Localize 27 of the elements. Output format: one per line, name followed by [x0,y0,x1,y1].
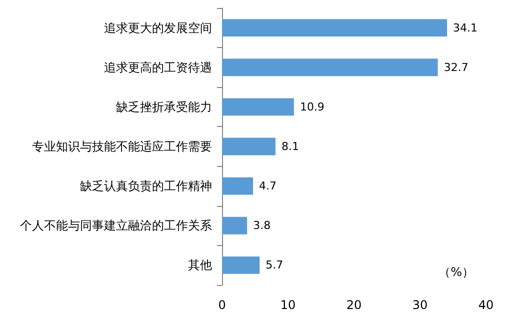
data-label: 10.9 [300,100,324,114]
data-label: 34.1 [453,21,478,34]
data-label: 8.1 [281,140,299,153]
y-tick-label: 追求更大的发展空间 [104,20,212,35]
data-label: 3.8 [253,219,271,232]
x-tick-label: 0 [218,298,226,312]
bar [222,98,294,116]
bar [222,177,254,195]
x-tick-label: 10 [280,298,296,312]
data-label: 4.7 [259,180,277,193]
y-tick-label: 追求更高的工资待遇 [104,60,212,74]
annotation: （%） [438,265,474,279]
x-tick-label: 30 [412,298,428,312]
x-tick-label: 40 [478,298,494,312]
bar [222,19,448,36]
data-label: 5.7 [266,258,284,272]
y-tick-label: 缺乏挫折承受能力 [116,100,212,114]
bar [222,58,438,76]
y-tick-label: 个人不能与同事建立融洽的工作关系 [20,218,212,233]
y-tick-label: 缺乏认真负责的工作精神 [80,179,212,194]
x-tick-label: 20 [346,298,362,312]
data-label: 32.7 [444,60,468,74]
y-tick-label: 其他 [188,258,212,272]
bar [222,256,260,274]
bar [222,138,276,156]
bar [222,216,248,234]
y-tick-label: 专业知识与技能不能适应工作需要 [32,140,212,154]
